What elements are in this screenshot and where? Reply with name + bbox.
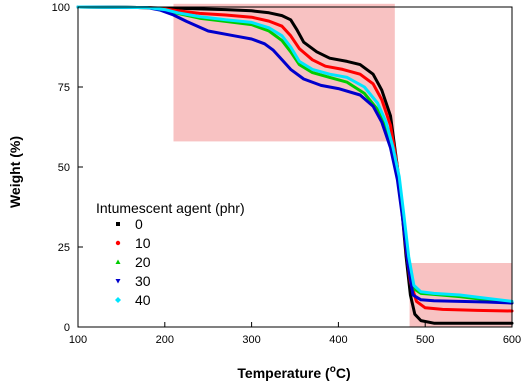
series-line-40 — [76, 5, 514, 303]
legend-label-30: 30 — [135, 273, 151, 289]
legend-label-40: 40 — [135, 292, 151, 308]
series-line-0 — [76, 5, 514, 325]
series-layer — [76, 5, 514, 325]
legend-marker-10 — [115, 240, 121, 246]
y-tick-label: 25 — [58, 242, 70, 254]
legend-marker-40 — [115, 297, 121, 303]
legend-marker-20 — [115, 259, 121, 264]
y-tick-label: 100 — [52, 2, 70, 14]
x-tick-label: 600 — [503, 334, 521, 346]
y-tick-label: 75 — [58, 82, 70, 94]
x-tick-label: 100 — [69, 334, 87, 346]
legend-marker-30 — [115, 279, 121, 284]
legend-label-20: 20 — [135, 254, 151, 270]
x-tick-label: 500 — [416, 334, 434, 346]
legend-label-0: 0 — [135, 216, 143, 232]
legend-items: 0 10 20 30 40 — [115, 216, 151, 308]
legend-marker-0 — [116, 222, 120, 226]
x-tick-label: 300 — [242, 334, 260, 346]
legend-title: Intumescent agent (phr) — [96, 200, 245, 216]
x-axis-title: Temperature (oC) — [237, 364, 350, 381]
x-tick-label: 200 — [156, 334, 174, 346]
y-axis-title: Weight (%) — [7, 136, 23, 208]
series-line-20 — [76, 5, 514, 305]
highlight-regions — [173, 3, 512, 327]
legend: Intumescent agent (phr) 0 10 20 30 40 — [96, 200, 245, 308]
x-tick-label: 400 — [329, 334, 347, 346]
legend-label-10: 10 — [135, 235, 151, 251]
series-line-30 — [76, 5, 514, 305]
y-tick-label: 50 — [58, 162, 70, 174]
highlight-region-1 — [173, 3, 395, 142]
y-tick-label: 0 — [64, 322, 70, 334]
